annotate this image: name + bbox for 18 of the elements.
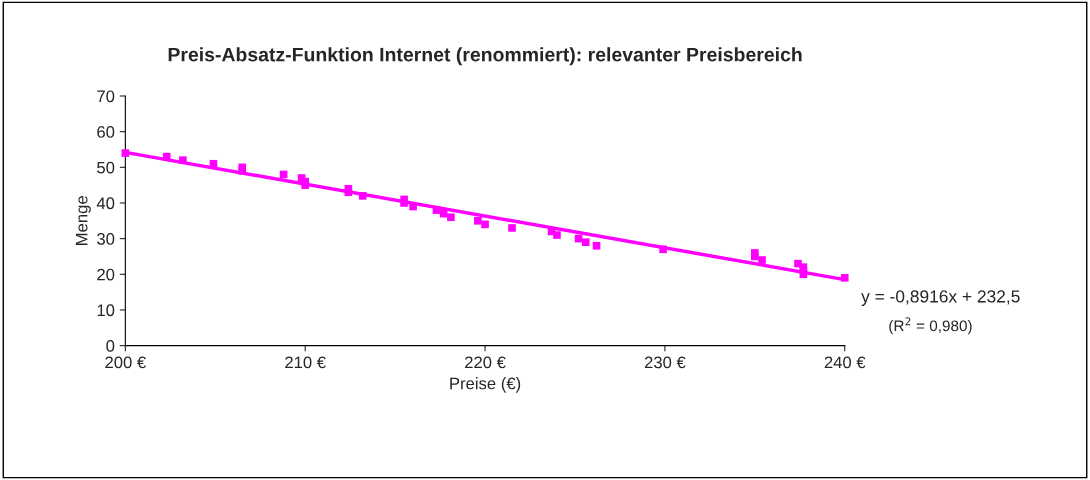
y-tick-label: 40 [96,197,115,210]
y-tick-label: 10 [97,304,115,317]
y-axis-title: Menge [75,196,91,245]
chart-title: Preis-Absatz-Funktion Internet (renommiert): relevanter Preisbereich [168,47,802,66]
text: y = -0,8916x + 232,5 [861,290,1020,306]
x-tick-label: 230 € [644,356,686,369]
y-tick-label: 60 [97,126,115,138]
y-tick-label: 30 [97,233,115,245]
x-axis-title: Preise (€) [450,377,521,393]
x-tick-label: 240 € [824,356,866,369]
x-tick-label: 210 € [285,356,326,369]
x-tick-label: 220 € [465,356,506,369]
x-tick-label: 200 € [105,356,146,369]
y-tick-label: 50 [97,161,115,174]
y-tick-label: 0 [106,340,115,352]
text: (R$^{2}$ = 0,980) [889,317,972,335]
y-tick-label: 70 [97,90,115,103]
y-tick-label: 20 [97,268,115,281]
